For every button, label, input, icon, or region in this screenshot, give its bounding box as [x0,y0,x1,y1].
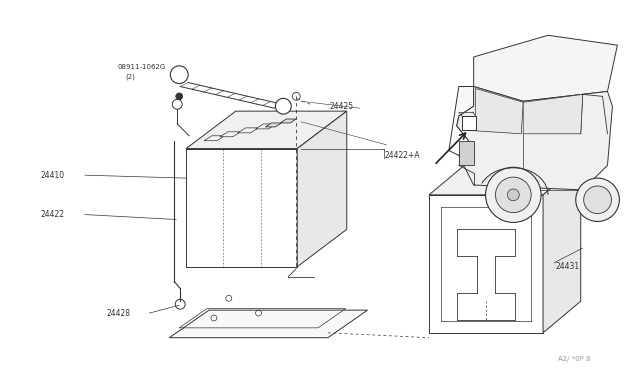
Circle shape [576,178,620,221]
Polygon shape [476,89,524,134]
Circle shape [584,186,611,214]
Text: 24428: 24428 [107,308,131,318]
Text: 24431: 24431 [556,262,580,271]
Circle shape [508,189,519,201]
Polygon shape [429,195,543,333]
Polygon shape [297,111,347,267]
Circle shape [495,177,531,212]
Polygon shape [280,119,296,123]
Polygon shape [449,87,474,155]
Polygon shape [170,310,367,338]
Polygon shape [429,163,580,195]
Circle shape [176,93,182,100]
Text: A2/ *0P 8: A2/ *0P 8 [558,356,591,362]
Bar [459,141,474,165]
Polygon shape [204,136,225,141]
Polygon shape [186,111,347,148]
Text: (2): (2) [125,73,136,80]
Bar [461,116,476,130]
Polygon shape [186,148,297,267]
Text: N: N [177,72,182,78]
Circle shape [275,98,291,114]
Circle shape [170,66,188,84]
Text: 24410: 24410 [40,171,65,180]
Polygon shape [220,132,241,137]
Polygon shape [266,123,282,127]
Polygon shape [457,87,612,190]
Polygon shape [474,35,618,101]
Polygon shape [543,163,580,333]
Circle shape [486,167,541,222]
Polygon shape [524,94,582,134]
Text: 08911-1062G: 08911-1062G [118,64,166,70]
Polygon shape [237,128,259,133]
Text: 24422: 24422 [40,210,65,219]
Text: 24425: 24425 [330,102,354,111]
Polygon shape [255,124,276,129]
Text: 24422+A: 24422+A [385,151,420,160]
